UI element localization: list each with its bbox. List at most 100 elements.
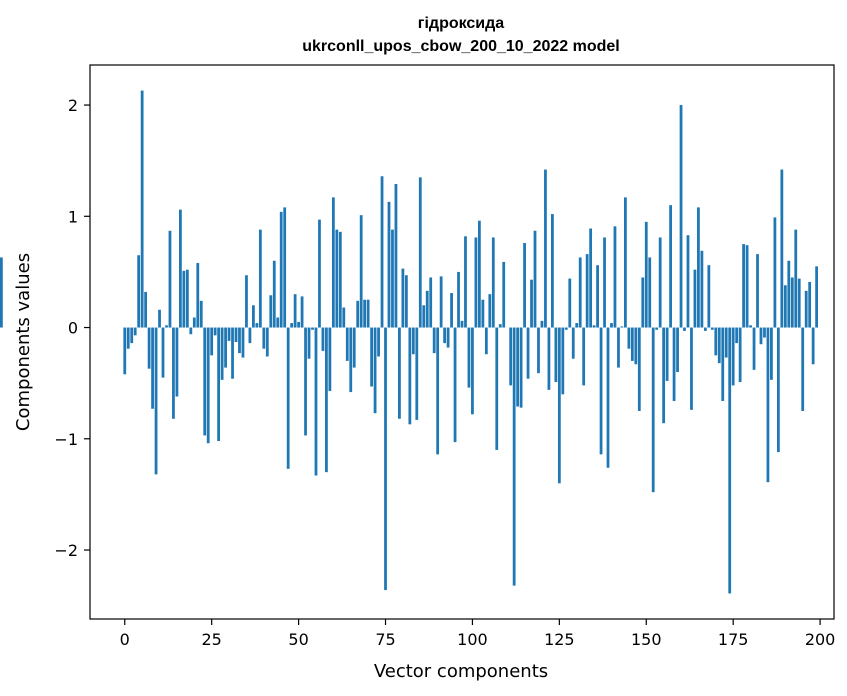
bar (290, 323, 294, 328)
bar (526, 327, 530, 379)
bar (314, 327, 318, 476)
bar (154, 327, 158, 475)
bar (811, 327, 815, 365)
bar (283, 207, 287, 328)
bar (613, 226, 617, 328)
bar (192, 317, 196, 328)
bar (721, 327, 725, 401)
bar (418, 177, 422, 328)
bar (165, 325, 168, 328)
bar (738, 327, 742, 383)
bar (693, 269, 697, 328)
bar (293, 294, 297, 328)
bar (617, 327, 620, 368)
bar (217, 327, 221, 442)
bar (690, 327, 693, 410)
bar (328, 327, 332, 391)
bar (745, 245, 749, 328)
bar (425, 290, 429, 328)
bar (297, 321, 300, 328)
bar (797, 278, 801, 328)
bar (509, 327, 513, 386)
bar (651, 327, 655, 493)
bar (231, 327, 234, 379)
bar (380, 176, 384, 328)
bar (126, 327, 130, 349)
bar (783, 285, 787, 328)
bar (300, 296, 304, 328)
bar (331, 197, 335, 328)
bar (147, 327, 151, 369)
y-axis-label: Components values (13, 253, 34, 431)
bar (349, 327, 353, 393)
bar (662, 327, 666, 424)
bar (561, 327, 565, 395)
bar (196, 263, 200, 328)
bar (279, 211, 283, 328)
plot-frame (89, 64, 835, 620)
bar (815, 266, 819, 328)
bar (624, 197, 627, 328)
bar (422, 305, 426, 328)
bar (238, 327, 241, 354)
bar (220, 327, 224, 380)
bar (474, 237, 478, 328)
bar (484, 327, 488, 355)
x-axis-ticks: 0 25 50 75 100 125 150 175 200 (120, 619, 835, 649)
bar (172, 327, 175, 419)
x-tick-label: 50 (288, 630, 308, 649)
x-tick-label: 150 (631, 630, 662, 649)
bar (790, 277, 794, 328)
bar (512, 327, 516, 586)
bar (258, 229, 262, 328)
bar (585, 254, 589, 328)
bar (717, 327, 721, 364)
bar-series (0, 90, 819, 594)
bar (551, 214, 554, 328)
bar (498, 324, 502, 328)
bar (637, 327, 641, 411)
bar (245, 275, 248, 328)
y-tick-label: −2 (54, 541, 78, 560)
bar (571, 327, 575, 359)
bar (206, 327, 210, 444)
bar (276, 317, 280, 328)
y-tick-label: −1 (54, 430, 78, 449)
bar (335, 229, 339, 328)
chart-subtitle: ukrconll_upos_cbow_200_10_2022 model (302, 38, 619, 55)
bar (679, 105, 683, 328)
bar (342, 307, 346, 328)
bar (669, 205, 672, 328)
x-tick-label: 25 (202, 630, 222, 649)
bar (464, 236, 467, 328)
bar (411, 327, 415, 355)
bar (203, 327, 207, 436)
bar (644, 221, 648, 328)
bar (241, 327, 245, 358)
bar (537, 327, 540, 374)
x-tick-label: 125 (544, 630, 575, 649)
bar (801, 327, 805, 411)
chart-title: гідроксида (418, 15, 505, 32)
bar (286, 327, 290, 469)
bar (578, 257, 582, 328)
bar (491, 237, 495, 328)
bar (359, 215, 363, 328)
bar (544, 169, 547, 328)
bar (321, 327, 325, 351)
bar (450, 293, 453, 328)
bar (394, 184, 398, 328)
bar (262, 327, 266, 349)
bar (457, 271, 460, 328)
bar (224, 327, 227, 368)
bar (304, 327, 307, 436)
bar (168, 230, 172, 328)
bar (780, 169, 784, 328)
x-tick-label: 175 (718, 630, 749, 649)
y-tick-label: 0 (68, 319, 78, 338)
bar (373, 327, 377, 414)
bar (307, 327, 311, 359)
bar (804, 290, 808, 328)
bar (265, 327, 269, 357)
bar (318, 219, 321, 328)
